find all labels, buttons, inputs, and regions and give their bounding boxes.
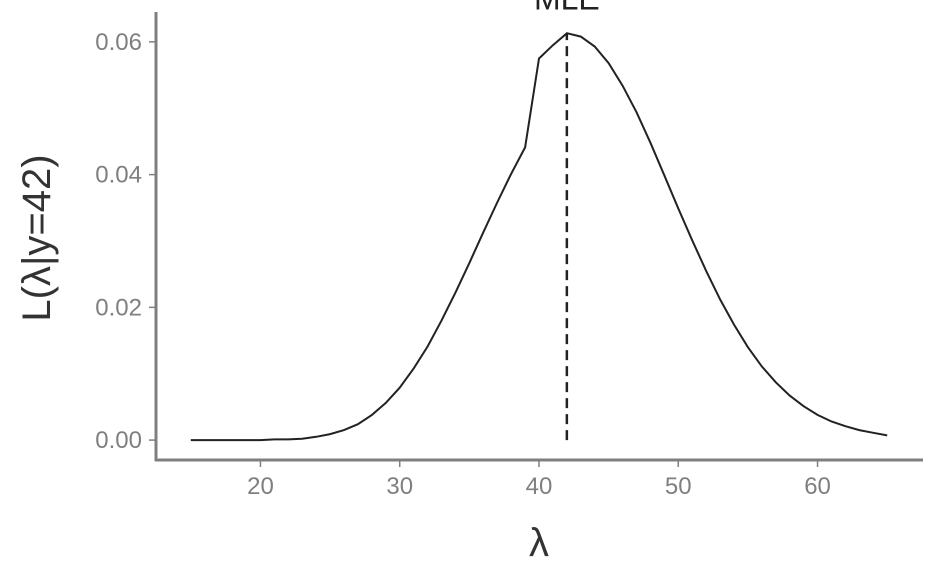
x-tick-label: 30 bbox=[386, 473, 413, 500]
y-tick-label: 0.02 bbox=[95, 294, 142, 321]
x-ticks: 20 30 40 50 60 bbox=[247, 460, 831, 500]
y-ticks: 0.00 0.02 0.04 0.06 bbox=[95, 29, 156, 454]
x-tick-label: 50 bbox=[665, 473, 692, 500]
x-axis: 20 30 40 50 60 bbox=[155, 458, 923, 500]
y-axis-title: L(λ|y=42) bbox=[15, 154, 59, 321]
likelihood-curve bbox=[190, 32, 888, 442]
y-tick-label: 0.00 bbox=[95, 427, 142, 454]
x-tick-label: 60 bbox=[804, 473, 831, 500]
y-tick-label: 0.04 bbox=[95, 162, 142, 189]
x-tick-label: 40 bbox=[526, 473, 553, 500]
mle-label: MLE bbox=[534, 0, 600, 16]
x-tick-label: 20 bbox=[247, 473, 274, 500]
x-axis-title: λ bbox=[529, 521, 549, 565]
y-tick-label: 0.06 bbox=[95, 29, 142, 56]
y-axis: 0.00 0.02 0.04 0.06 bbox=[95, 12, 158, 461]
